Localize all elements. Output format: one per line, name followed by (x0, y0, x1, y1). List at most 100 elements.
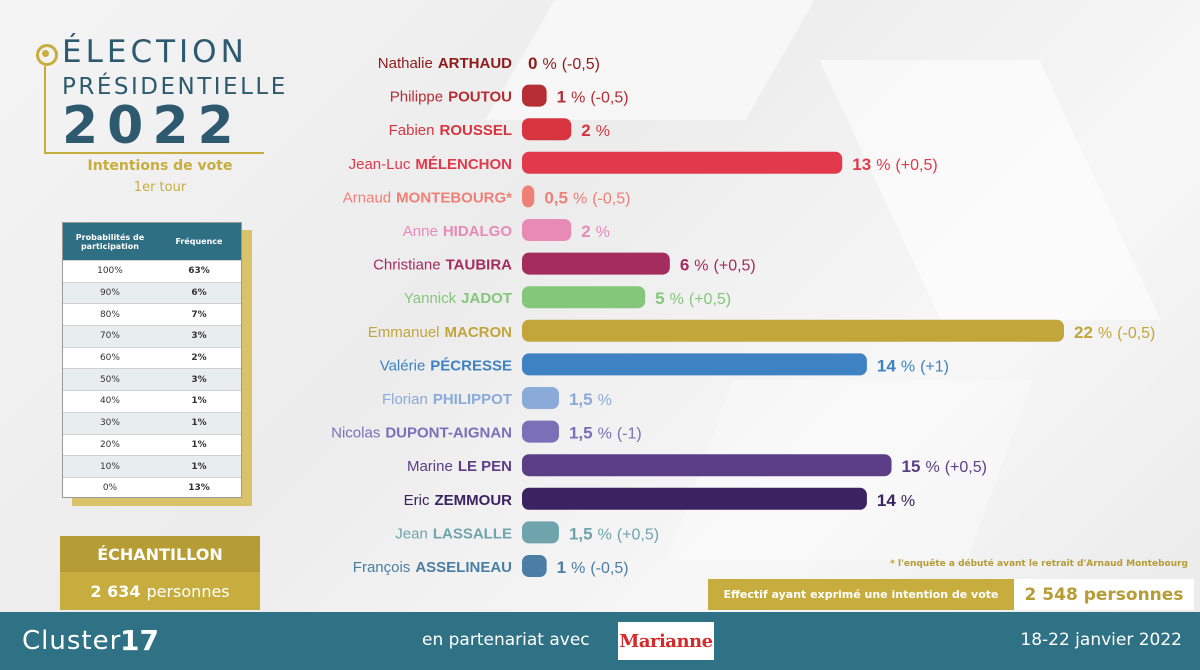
frequency-cell: 13% (188, 483, 210, 494)
value-label: 1,5% (-1) (569, 424, 642, 443)
value-unit: % (598, 526, 612, 543)
table-header: Probabilités de participation Fréquence (63, 223, 241, 260)
candidate-label: Nicolas DUPONT-AIGNAN (331, 425, 512, 442)
value-change: (-1) (617, 426, 642, 443)
bar (522, 252, 670, 275)
candidate-first-name: Jean-Luc (349, 156, 411, 173)
candidate-first-name: Philippe (390, 89, 443, 106)
bar (522, 555, 547, 577)
value-unit: % (1098, 325, 1112, 342)
frequency-cell: 1% (191, 439, 207, 450)
value-label: 0% (-0,5) (528, 54, 600, 73)
chart-subtitle: Intentions de vote (87, 158, 233, 174)
marianne-logo-text: Marianne (619, 630, 713, 652)
participation-cell: 0% (102, 483, 118, 494)
candidate-label: François ASSELINEAU (353, 559, 512, 576)
title-year: 2022 (62, 96, 243, 156)
value-change: (+0,5) (689, 291, 731, 308)
value-label: 5% (+0,5) (655, 289, 731, 308)
value-label: 0,5% (-0,5) (544, 188, 630, 207)
candidate-last-name: ARTHAUD (438, 55, 512, 72)
title-line1: ÉLECTION (62, 34, 248, 70)
value-unit: % (925, 459, 939, 476)
candidate-last-name: PÉCRESSE (430, 357, 512, 374)
value-unit: % (596, 123, 610, 140)
candidate-first-name: Eric (404, 492, 430, 509)
survey-dates: 18-22 janvier 2022 (1020, 630, 1182, 650)
bar (522, 319, 1064, 342)
value-label: 15% (+0,5) (902, 457, 987, 476)
bar (522, 420, 559, 443)
candidate-label: Fabien ROUSSEL (389, 122, 512, 139)
value-number: 6 (680, 256, 689, 275)
value-unit: % (670, 291, 684, 308)
candidate-last-name: ZEMMOUR (435, 492, 513, 509)
effectif-value: 2 548 personnes (1014, 579, 1194, 610)
sample-value: 2 634 personnes (60, 572, 260, 610)
frequency-cell: 1% (191, 396, 207, 407)
candidate-first-name: Yannick (404, 290, 457, 307)
value-label: 13% (+0,5) (852, 155, 937, 174)
table-row: 40% 1% (63, 390, 241, 412)
value-change: (+0,5) (714, 258, 756, 275)
value-unit: % (573, 190, 587, 207)
participation-cell: 10% (99, 461, 120, 472)
candidate-last-name: ASSELINEAU (415, 559, 512, 576)
round-label: 1er tour (133, 180, 187, 195)
candidate-label: Florian PHILIPPOT (382, 391, 512, 408)
footer-bar: Cluster 17 en partenariat avec Marianne … (0, 612, 1200, 670)
candidate-label: Yannick JADOT (404, 290, 512, 307)
candidate-last-name: MACRON (445, 324, 513, 341)
candidate-last-name: MONTEBOURG (396, 189, 506, 206)
candidate-last-name: PHILIPPOT (433, 391, 512, 408)
participation-cell: 100% (97, 266, 123, 277)
frequency-cell: 63% (188, 266, 210, 277)
candidate-first-name: Arnaud (343, 189, 391, 206)
value-unit: % (542, 56, 556, 73)
candidate-last-name: MÉLENCHON (415, 156, 512, 173)
candidate-last-name: POUTOU (448, 89, 512, 106)
value-label: 14% (877, 491, 915, 510)
table-body: 100% 63% 90% 6% 80% 7% 70% 3% 60% 2% 50% 3% 40% 1% 30%… (63, 260, 241, 499)
value-number: 0 (528, 54, 537, 73)
candidate-last-name: ROUSSEL (439, 122, 512, 139)
value-unit: % (876, 157, 890, 174)
participation-cell: 70% (99, 331, 120, 342)
candidate-last-name: JADOT (461, 290, 512, 307)
candidate-label: Valérie PÉCRESSE (380, 357, 512, 374)
participation-cell: 60% (99, 353, 120, 364)
candidate-label: Christiane TAUBIRA (373, 257, 512, 274)
candidate-label: Nathalie ARTHAUD (378, 55, 512, 72)
value-change: (-0,5) (1117, 325, 1155, 342)
candidate-first-name: Fabien (389, 122, 435, 139)
value-unit: % (901, 493, 915, 510)
value-change: (+0,5) (617, 526, 659, 543)
value-unit: % (598, 426, 612, 443)
frequency-cell: 2% (191, 353, 207, 364)
value-unit: % (598, 392, 612, 409)
candidate-first-name: Florian (382, 391, 428, 408)
candidate-label: Jean-Luc MÉLENCHON (349, 156, 512, 173)
cluster-brand-name: Cluster (22, 626, 122, 656)
candidate-last-name: TAUBIRA (446, 257, 513, 274)
marianne-logo: Marianne (618, 622, 714, 660)
bar (522, 387, 559, 409)
bar (522, 286, 646, 309)
candidate-label: Anne HIDALGO (403, 223, 513, 240)
footnote: * l'enquête a débuté avant le retrait d'… (890, 559, 1188, 569)
value-change: (-0,5) (590, 560, 628, 577)
value-change: (-0,5) (590, 90, 628, 107)
value-label: 1% (-0,5) (557, 88, 629, 107)
logo-dot-icon (42, 50, 49, 57)
value-number: 1,5 (569, 524, 593, 543)
candidate-label: Marine LE PEN (407, 458, 512, 475)
value-number: 5 (655, 289, 664, 308)
table-row: 20% 1% (63, 433, 241, 456)
candidate-label: Philippe POUTOU (390, 89, 512, 106)
candidate-first-name: Nicolas (331, 425, 380, 442)
value-label: 6% (+0,5) (680, 256, 756, 275)
table-row: 0% 13% (63, 476, 241, 499)
value-unit: % (694, 258, 708, 275)
value-number: 14 (877, 491, 896, 510)
bar (522, 219, 572, 241)
